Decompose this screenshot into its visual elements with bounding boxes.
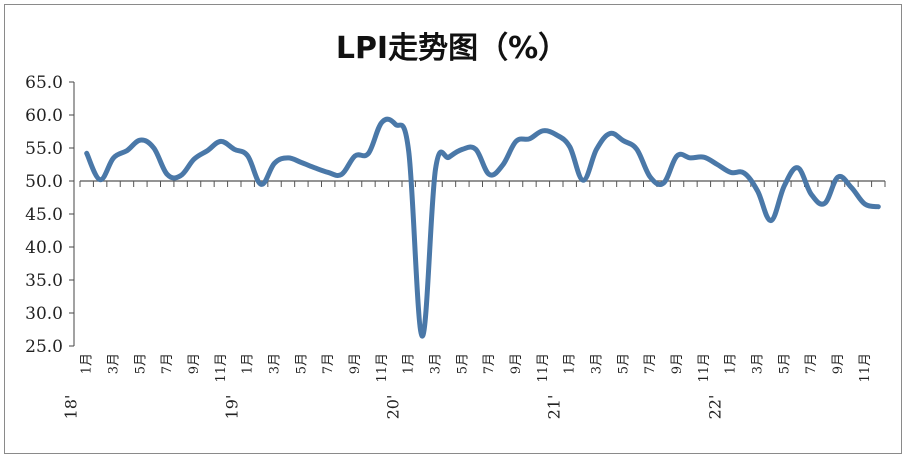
x-tick-label: 3月 <box>429 353 444 374</box>
x-tick-label: 1月 <box>402 353 417 374</box>
plot-area <box>84 116 881 339</box>
x-tick-label: 7月 <box>804 353 819 374</box>
x-tick-label: 5月 <box>455 353 470 374</box>
baseline-axis <box>79 180 886 187</box>
y-tick-label: 40.0 <box>25 238 63 258</box>
x-year-label: 18' <box>62 395 81 420</box>
chart-frame: LPI走势图（%） 25.0 30.0 35.0 40.0 45.0 50.0 55.0 60… <box>4 4 902 454</box>
lpi-line-chart: LPI走势图（%） 25.0 30.0 35.0 40.0 45.0 50.0 55.0 60… <box>25 31 886 419</box>
x-tick-label: 9月 <box>509 353 524 374</box>
chart-title: LPI走势图（%） <box>336 31 568 66</box>
x-tick-label: 11月 <box>214 353 229 383</box>
y-tick-label: 30.0 <box>25 304 63 324</box>
x-tick-label: 11月 <box>536 353 551 383</box>
x-tick-label: 9月 <box>831 353 846 374</box>
x-tick-label: 9月 <box>187 353 202 374</box>
y-tick-label: 50.0 <box>25 172 63 192</box>
x-year-label: 21' <box>545 395 564 420</box>
y-tick-label: 55.0 <box>25 139 63 159</box>
x-year-label: 19' <box>223 395 242 420</box>
y-tick-label: 35.0 <box>25 271 63 291</box>
x-tick-label: 9月 <box>348 353 363 374</box>
y-tick-label: 60.0 <box>25 106 63 126</box>
x-tick-label: 7月 <box>643 353 658 374</box>
x-tick-label: 3月 <box>751 353 766 374</box>
x-tick-label: 3月 <box>268 353 283 374</box>
y-axis: 25.0 30.0 35.0 40.0 45.0 50.0 55.0 60.0 65.0 <box>25 73 75 357</box>
y-tick-label: 65.0 <box>25 73 63 93</box>
lpi-series-line <box>84 116 881 339</box>
x-tick-label: 11月 <box>697 353 712 383</box>
y-tick-label: 25.0 <box>25 337 63 357</box>
x-tick-label: 5月 <box>133 353 148 374</box>
x-tick-label: 1月 <box>563 353 578 374</box>
x-tick-label: 11月 <box>858 353 873 383</box>
x-tick-label: 1月 <box>80 353 95 374</box>
x-tick-label: 7月 <box>482 353 497 374</box>
x-year-label: 22' <box>706 395 725 420</box>
x-tick-label: 5月 <box>777 353 792 374</box>
x-tick-label: 3月 <box>590 353 605 374</box>
x-year-label: 20' <box>384 395 403 420</box>
x-tick-label: 5月 <box>294 353 309 374</box>
x-tick-label: 9月 <box>670 353 685 374</box>
x-tick-label: 1月 <box>241 353 256 374</box>
x-tick-label: 11月 <box>375 353 390 383</box>
x-tick-label: 5月 <box>616 353 631 374</box>
x-tick-label: 7月 <box>160 353 175 374</box>
x-tick-label: 7月 <box>321 353 336 374</box>
x-tick-label: 1月 <box>724 353 739 374</box>
y-tick-label: 45.0 <box>25 205 63 225</box>
x-tick-label: 3月 <box>107 353 122 374</box>
x-axis-labels: 1月 3月 5月 7月 9月 11月 1月 3月 5月 7月 9月 11月 1月 3月 5月 7月 9月 11月 1… <box>62 353 873 419</box>
